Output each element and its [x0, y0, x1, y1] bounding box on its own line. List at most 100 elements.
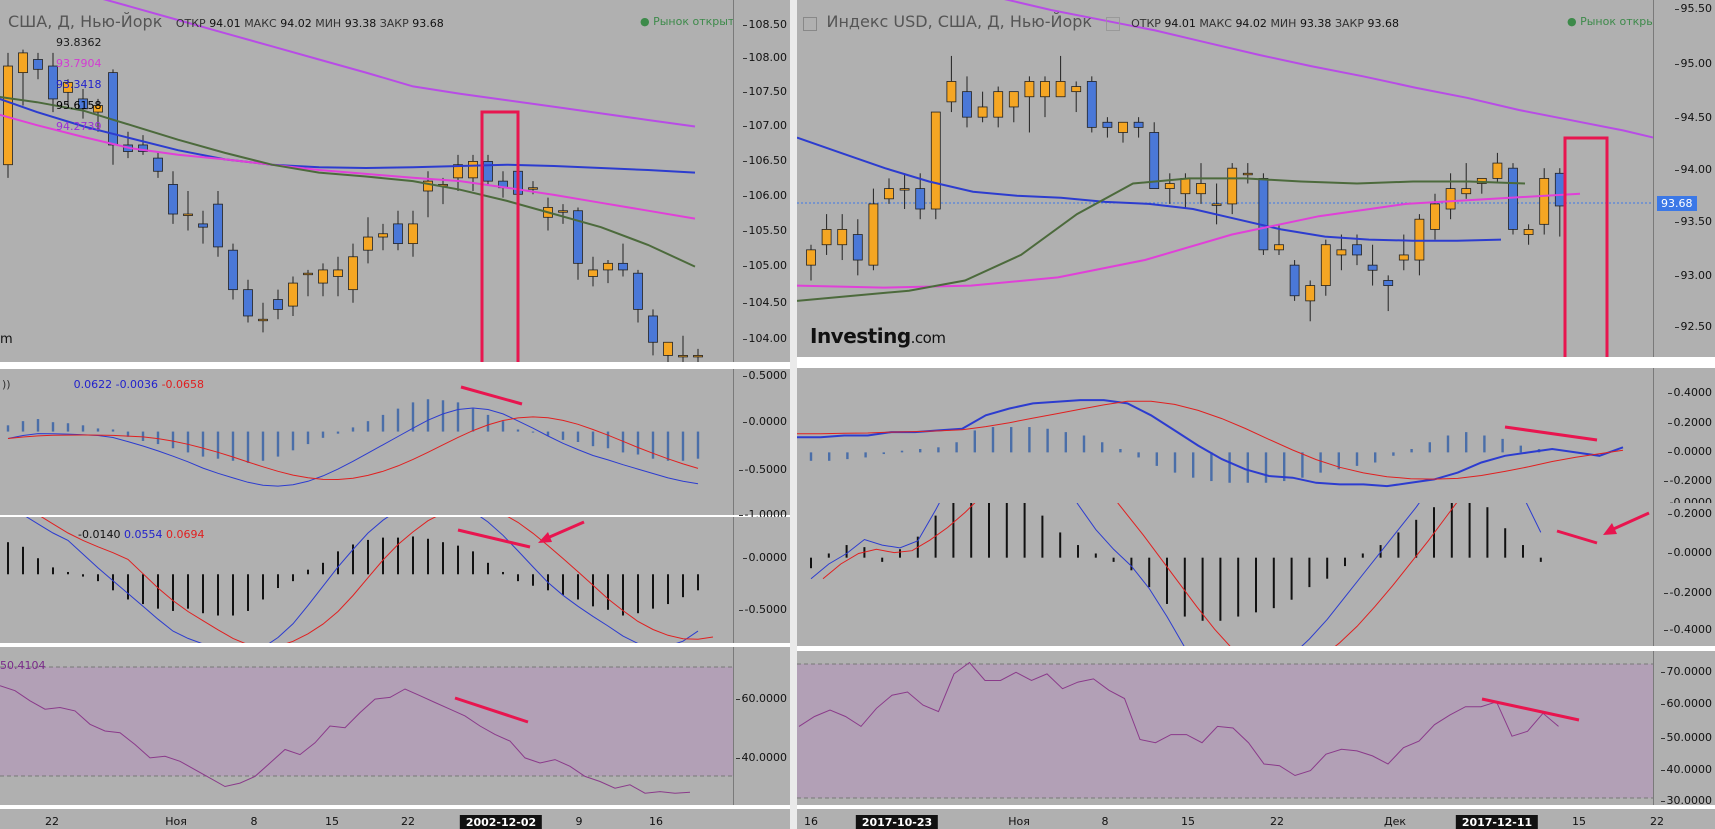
macd-histogram-bar	[531, 431, 535, 433]
arrow-shaft	[1608, 511, 1650, 533]
candle-up	[1008, 91, 1019, 108]
left-price-axis[interactable]: 108.50 108.00 107.50 107.00 106.50 106.00 105.…	[733, 0, 790, 362]
stoch-histogram-bar	[1326, 557, 1329, 579]
macd-histogram-bar	[576, 431, 580, 442]
divergence-line	[1504, 425, 1598, 442]
left-stoch-value-2: 0.0554	[123, 528, 163, 541]
current-price-flag: 93.68	[1657, 196, 1697, 211]
candle-up	[993, 91, 1004, 118]
ma-olive-line	[0, 95, 696, 268]
left-stoch-pane[interactable]: -0.0140 0.0554 0.0694	[0, 517, 733, 643]
left-stoch-tick: 0.0000	[742, 551, 787, 564]
divergence-line	[454, 696, 529, 724]
macd-histogram-bar	[1483, 435, 1486, 453]
stoch-histogram-bar	[592, 574, 594, 607]
left-stoch-chart	[7, 517, 714, 643]
macd-histogram-bar	[1355, 452, 1359, 466]
stoch-histogram-bar	[1504, 528, 1507, 558]
candle-up	[378, 233, 388, 238]
right-market-status: ● Рынок открыт	[1567, 15, 1653, 28]
right-stoch-pane[interactable]	[797, 503, 1653, 646]
left-macd-legend: )) 0.0622 -0.0036 -0.0658	[2, 378, 204, 391]
settings-icon[interactable]	[1105, 17, 1120, 31]
candle-down	[618, 262, 628, 271]
macd-histogram-bar	[846, 452, 849, 460]
macd-histogram-bar	[456, 402, 460, 432]
ma-purple-line	[102, 0, 696, 128]
macd-histogram-bar	[651, 431, 655, 459]
macd-histogram-bar	[1301, 452, 1304, 478]
stoch-histogram-bar	[37, 558, 39, 575]
left-stoch-value-3: 0.0694	[165, 528, 205, 541]
right-close-value: 93.68	[1367, 17, 1399, 30]
candle-up	[1305, 285, 1316, 302]
candle-up	[453, 164, 463, 179]
right-time-axis[interactable]: 16 2017-10-23 Ноя 8 15 22 Дек 2017-12-11 15 22	[797, 807, 1715, 829]
stoch-histogram-bar	[1397, 532, 1400, 558]
macd-histogram-bar	[471, 408, 475, 432]
stoch-histogram-bar	[112, 574, 114, 591]
candle-down	[138, 144, 148, 152]
candle-down	[48, 65, 58, 100]
macd-histogram-bar	[1428, 442, 1431, 453]
right-price-tick: 95.50	[1674, 2, 1712, 15]
left-low-label: МИН	[315, 17, 342, 30]
right-rsi-tick: 50.0000	[1660, 731, 1712, 744]
left-price-tick: 106.00	[742, 189, 787, 202]
right-rsi-axis[interactable]: 70.0000 60.0000 50.0000 40.0000 30.0000	[1653, 651, 1715, 807]
stoch-histogram-bar	[622, 574, 624, 616]
macd-histogram-bar	[1137, 452, 1140, 458]
right-time-label: 22	[1270, 815, 1284, 828]
candle-up	[1211, 203, 1222, 206]
stoch-histogram-bar	[442, 542, 444, 575]
macd-histogram-bar	[1210, 452, 1213, 482]
stoch-histogram-bar	[637, 574, 639, 614]
macd-histogram-bar	[1064, 432, 1067, 453]
left-price-tick: 104.00	[742, 332, 787, 345]
macd-histogram-bar	[351, 427, 355, 432]
left-price-tick: 107.00	[742, 119, 787, 132]
candle-up	[18, 52, 28, 74]
candle-up	[1461, 188, 1472, 195]
left-time-label: 22	[45, 815, 59, 828]
right-price-axis[interactable]: 95.50 95.00 94.50 94.00 93.50 93.00 92.50	[1653, 0, 1715, 357]
divergence-line	[460, 385, 523, 406]
ma-purple-line	[1003, 0, 1653, 139]
stoch-d-line	[822, 503, 1458, 646]
candle-up	[946, 81, 957, 103]
right-rsi-pane[interactable]	[797, 651, 1653, 805]
candle-up	[603, 262, 613, 271]
left-rsi-pane[interactable]: 50.4104	[0, 647, 733, 805]
left-stoch-axis[interactable]: 0.0000 -0.5000	[733, 517, 790, 643]
macd-histogram-bar	[591, 431, 595, 447]
candle-up	[1180, 177, 1191, 195]
macd-histogram-bar	[1501, 438, 1504, 453]
right-macd-pane[interactable]	[797, 368, 1653, 503]
left-rsi-tick: 40.0000	[735, 751, 787, 764]
stoch-histogram-bar	[845, 545, 848, 558]
macd-histogram-bar	[141, 431, 145, 441]
left-macd-axis[interactable]: 0.5000 0.0000 -0.5000 -1.0000	[733, 369, 790, 521]
left-time-axis[interactable]: 22 Ноя 8 15 22 2002-12-02 9 16	[0, 807, 790, 829]
signal-line	[797, 400, 1624, 480]
macd-histogram-bar	[216, 431, 220, 459]
candle-down	[1383, 280, 1394, 286]
stoch-histogram-bar	[1201, 557, 1204, 621]
stoch-histogram-bar	[322, 562, 324, 575]
left-price-pane[interactable]: США, Д, Нью-Йорк ОТКР 94.01 МАКС 94.02 М…	[0, 0, 733, 362]
right-time-label: 22	[1650, 815, 1664, 828]
right-stoch-axis[interactable]: 0.2000 0.0000 -0.2000 -0.4000	[1653, 503, 1715, 646]
left-time-label: 15	[325, 815, 339, 828]
stoch-histogram-bar	[881, 557, 884, 562]
candle-up	[821, 229, 832, 246]
stoch-histogram-bar	[577, 574, 579, 600]
left-rsi-axis[interactable]: 60.0000 40.0000	[733, 647, 790, 805]
left-macd-pane[interactable]: )) 0.0622 -0.0036 -0.0658	[0, 369, 733, 515]
collapse-icon[interactable]	[803, 17, 817, 31]
left-ma-value-1: 93.8362	[56, 36, 102, 49]
candle-down	[1367, 264, 1378, 271]
left-macd-value-2: -0.0036	[115, 378, 159, 391]
right-price-pane[interactable]: Индекс USD, США, Д, Нью-Йорк ОТКР 94.01 …	[797, 0, 1653, 357]
left-macd-value-3: -0.0658	[161, 378, 205, 391]
